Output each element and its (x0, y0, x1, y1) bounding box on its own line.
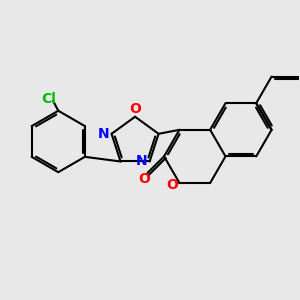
Text: O: O (166, 178, 178, 192)
Text: N: N (98, 127, 110, 141)
Text: N: N (136, 154, 148, 169)
Text: O: O (129, 102, 141, 116)
Text: O: O (138, 172, 150, 186)
Text: Cl: Cl (41, 92, 56, 106)
